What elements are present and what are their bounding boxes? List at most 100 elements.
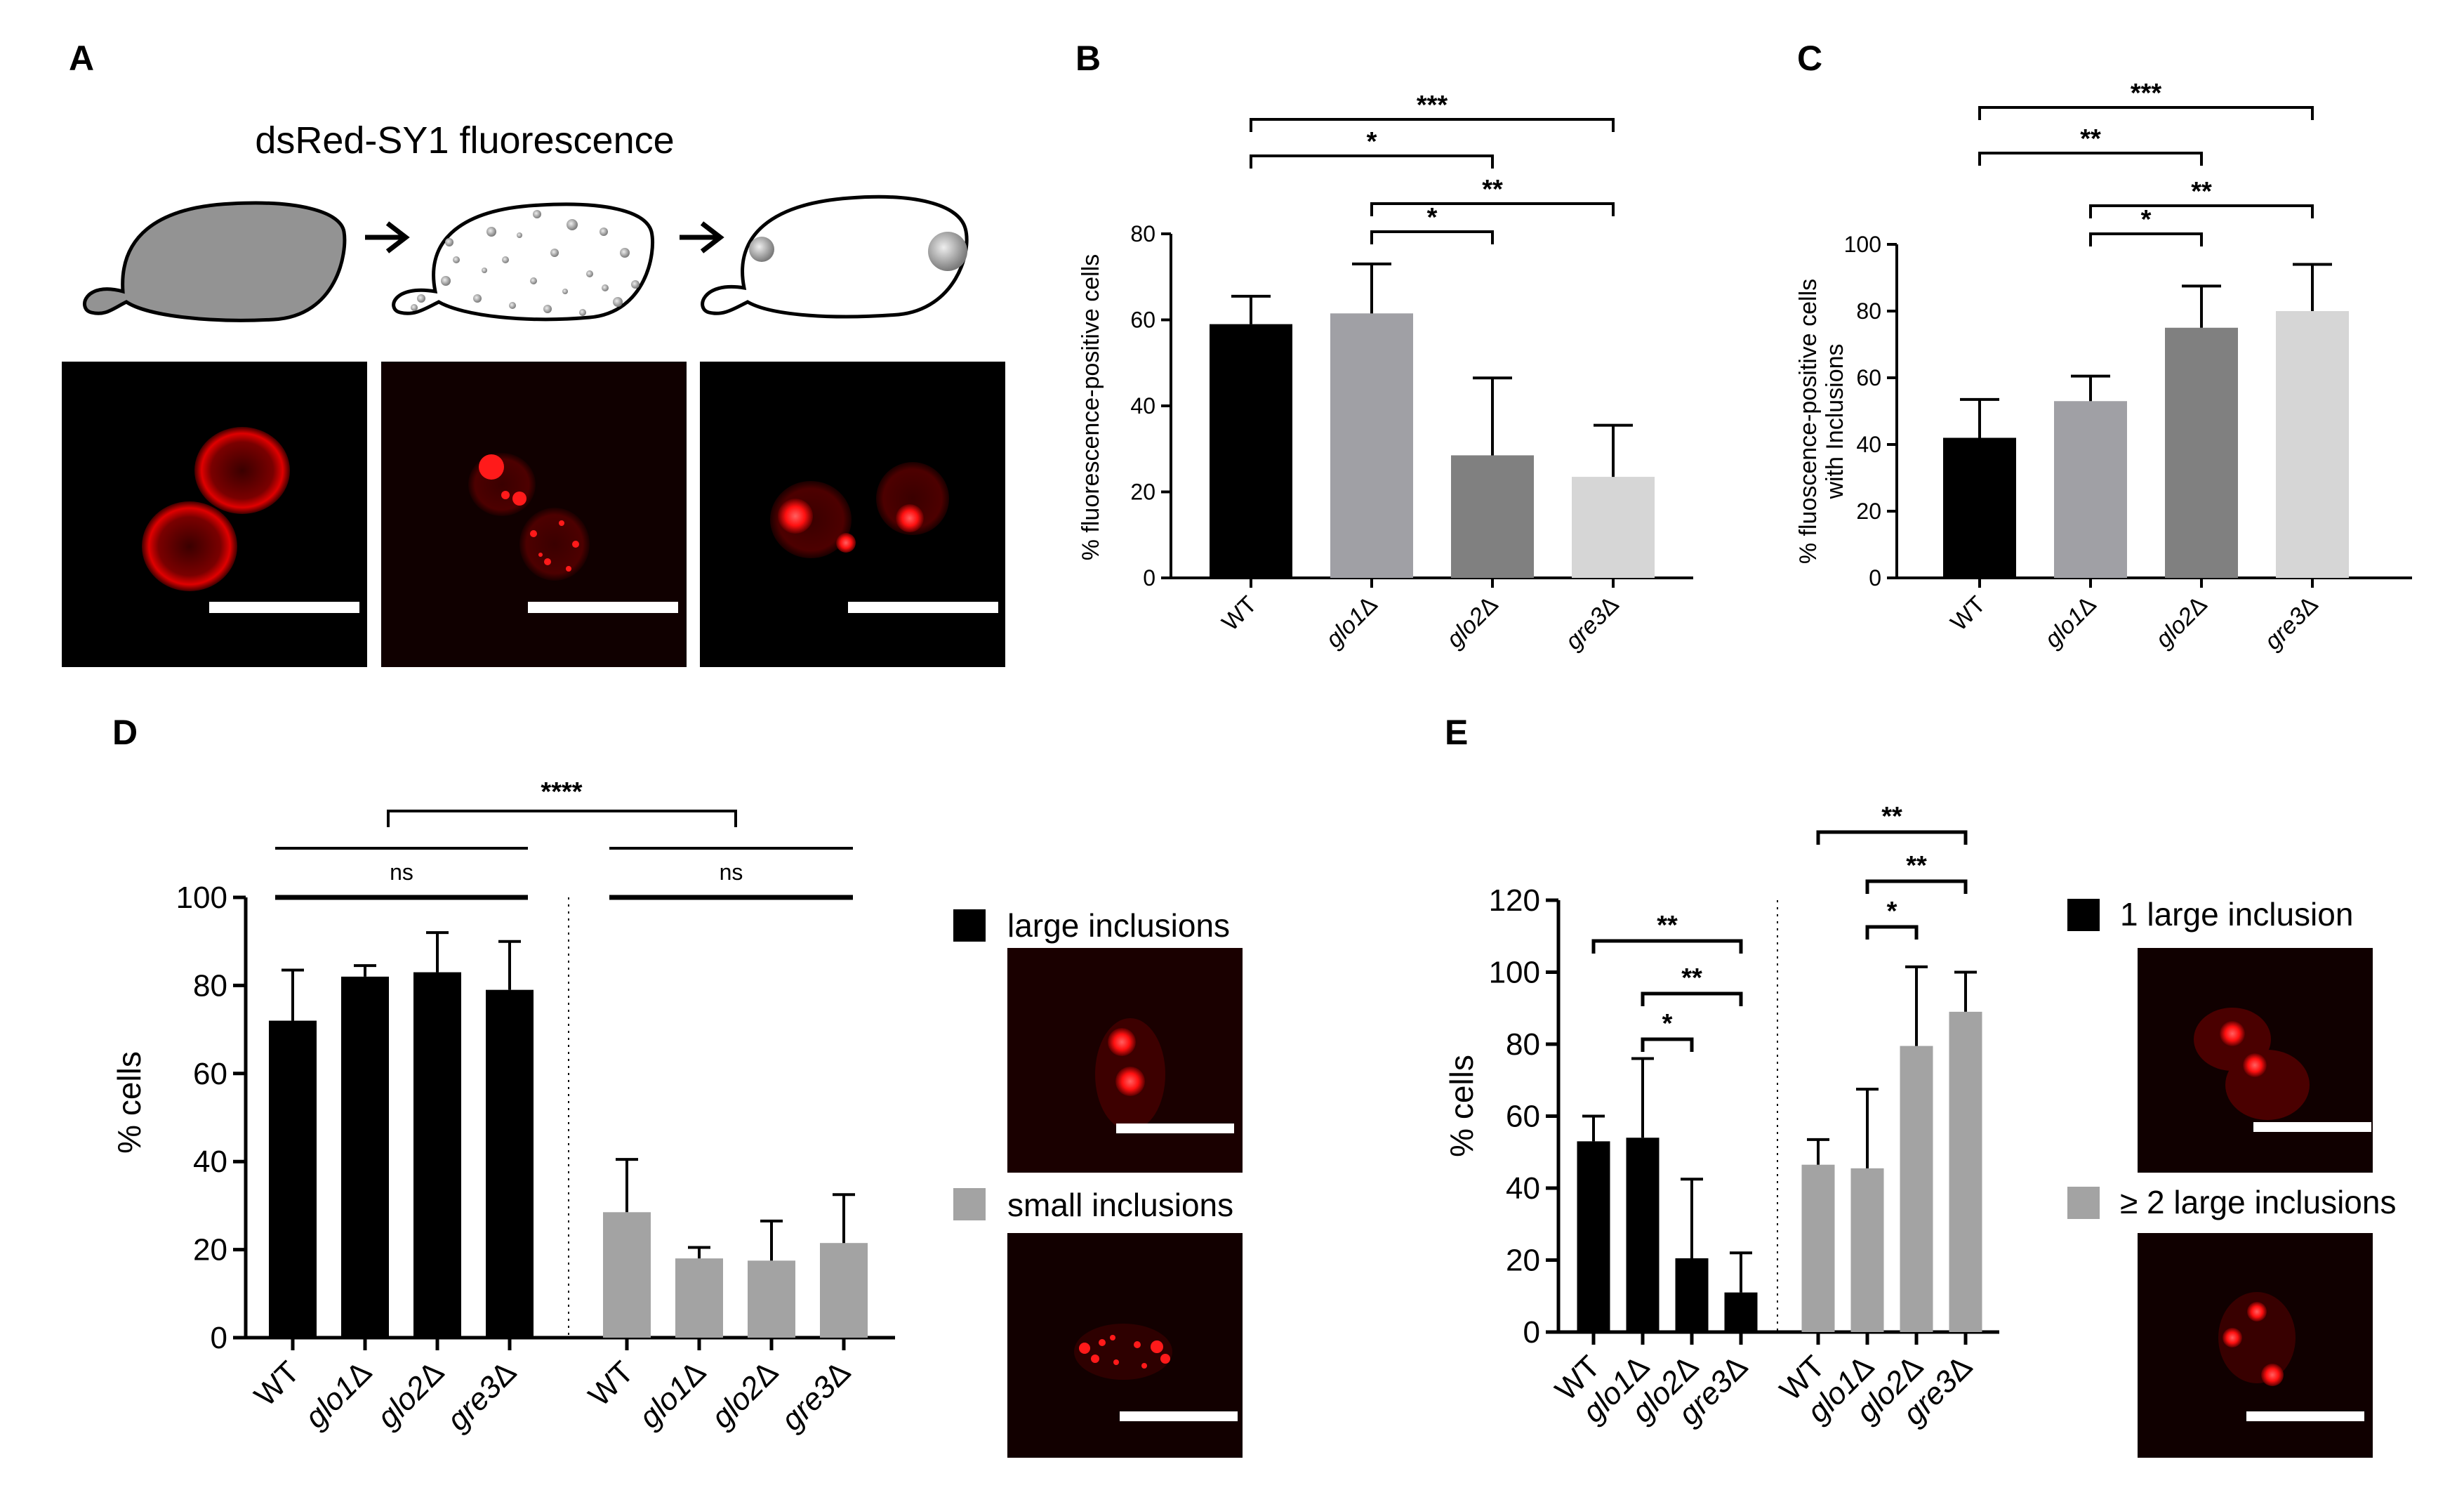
bar-3: [2276, 311, 2349, 578]
panel-letter-b: B: [1075, 39, 1101, 78]
bar-0-0: [1577, 1141, 1610, 1332]
x-tick-label: WT: [1945, 591, 1990, 636]
y-tick-label: 100: [176, 881, 227, 915]
significance-bracket: [1641, 1037, 1694, 1052]
cell-schematic-punctate: [392, 202, 655, 322]
significance-label: *: [1367, 127, 1377, 157]
y-tick-label: 100: [1489, 956, 1540, 990]
legend-swatch-one: [2067, 899, 2100, 931]
legend-label-one: 1 large inclusion: [2120, 896, 2353, 933]
bar-1-0: [603, 1212, 651, 1338]
y-axis-label: % cells: [111, 1051, 147, 1154]
bar-1: [1330, 313, 1413, 578]
cell-schematic-inclusion: [701, 195, 969, 319]
significance-label: ****: [541, 777, 582, 807]
significance-bracket: [1978, 152, 2203, 166]
y-axis-label-line-1: % fluoscence-positive cells: [1795, 279, 1822, 564]
significance-label: ***: [2131, 79, 2162, 108]
significance-label: **: [1906, 851, 1927, 881]
y-axis-label: % cells: [1443, 1055, 1480, 1157]
y-tick-label: 80: [1856, 298, 1881, 324]
significance-bracket: [387, 810, 737, 827]
y-tick-label: 60: [193, 1057, 227, 1091]
bar-0-3: [1724, 1292, 1758, 1332]
x-tick-label: glo2Δ: [1441, 591, 1503, 653]
bar-1: [2054, 401, 2127, 578]
x-tick-label: WT: [582, 1355, 640, 1413]
bar-0-1: [341, 976, 389, 1338]
micrograph-small-inclusions: [1007, 1233, 1243, 1458]
significance-label: *: [1662, 1009, 1673, 1039]
significance-bracket: [1591, 939, 1743, 954]
significance-label: ns: [720, 859, 743, 885]
bar-0-2: [413, 972, 461, 1338]
micrograph-two-large-inclusions: [2138, 1233, 2373, 1458]
arrow-2: [680, 221, 724, 253]
bar-0-1: [1626, 1138, 1660, 1332]
y-tick-label: 60: [1856, 365, 1881, 390]
bar-1-2: [748, 1260, 795, 1338]
bar-0: [1943, 437, 2016, 578]
panel-c: C % fluoscence-positive cells with Inclu…: [1795, 39, 2412, 655]
legend-label-two: ≥ 2 large inclusions: [2120, 1184, 2396, 1220]
significance-bracket: [2089, 204, 2314, 218]
micrograph-punctate: [381, 362, 687, 667]
significance-label: **: [1881, 802, 1902, 831]
y-tick-label: 20: [193, 1233, 227, 1267]
x-tick-label: gre3Δ: [440, 1355, 523, 1437]
y-axis-label: % fluorescence-positive cells: [1078, 254, 1104, 561]
bar-1-1: [1850, 1168, 1884, 1332]
y-tick-label: 0: [1143, 565, 1155, 591]
y-tick-label: 0: [1869, 565, 1881, 591]
bar-0-2: [1675, 1258, 1709, 1332]
significance-label: ***: [1417, 91, 1448, 120]
significance-bracket: [1370, 202, 1615, 216]
bar-1-2: [1900, 1046, 1933, 1332]
x-tick-label: glo2Δ: [371, 1355, 451, 1435]
micrograph-diffuse: [62, 362, 367, 667]
y-tick-label: 80: [1506, 1027, 1540, 1062]
bar-1-3: [1949, 1011, 1982, 1332]
significance-label: *: [1887, 897, 1897, 926]
y-tick-label: 40: [1130, 393, 1155, 419]
y-tick-label: 40: [1506, 1171, 1540, 1206]
bar-1-0: [1801, 1164, 1835, 1332]
significance-label: ns: [390, 859, 413, 885]
bar-2: [1451, 455, 1534, 578]
bar-3: [1572, 477, 1655, 578]
bar-0-0: [269, 1020, 317, 1338]
panel-e: E % cells 020406080100120WTglo1Δglo2Δgre…: [1443, 713, 2396, 1458]
x-tick-label: glo1Δ: [1320, 591, 1382, 653]
panel-b: B % fluorescence-positive cells 0 20 40 60 8…: [1075, 39, 1693, 655]
arrow-1: [365, 221, 410, 253]
significance-bracket: [1250, 118, 1615, 132]
bar-0-3: [486, 989, 534, 1338]
panel-letter-e: E: [1445, 713, 1468, 752]
x-tick-label: glo1Δ: [298, 1355, 378, 1435]
significance-label: **: [1482, 175, 1503, 204]
micrograph-one-large-inclusion: [2138, 948, 2373, 1173]
significance-bracket: [1978, 106, 2314, 120]
x-tick-label: WT: [1217, 591, 1261, 636]
x-tick-label: glo1Δ: [2039, 591, 2101, 653]
legend-label-large: large inclusions: [1007, 907, 1230, 944]
significance-label: **: [1657, 911, 1678, 940]
bar-1-3: [820, 1243, 868, 1338]
y-tick-label: 60: [1506, 1100, 1540, 1134]
x-tick-label: gre3Δ: [2260, 591, 2324, 655]
y-tick-label: 120: [1489, 883, 1540, 918]
y-tick-label: 20: [1130, 480, 1155, 505]
y-tick-label: 0: [1523, 1315, 1540, 1350]
significance-bracket: [1865, 925, 1919, 940]
significance-label: **: [2191, 177, 2212, 206]
x-tick-label: gre3Δ: [1561, 591, 1624, 655]
panel-letter-c: C: [1797, 39, 1822, 78]
panel-a: A dsRed-SY1 fluorescence: [62, 39, 1005, 667]
legend-label-small: small inclusions: [1007, 1187, 1233, 1223]
significance-bracket: [2089, 232, 2203, 246]
significance-bracket: [1250, 154, 1494, 169]
